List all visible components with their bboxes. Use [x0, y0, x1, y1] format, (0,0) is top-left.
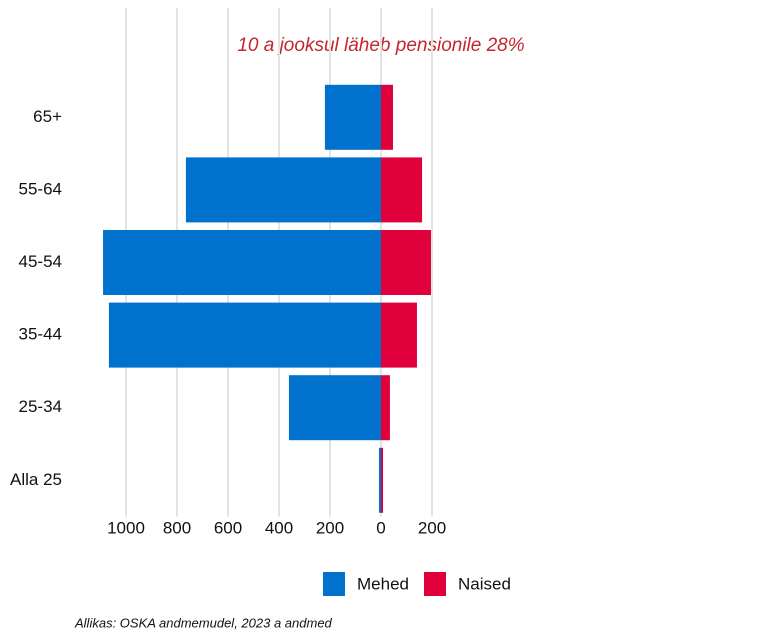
y-tick-label: 35-44 [19, 325, 62, 344]
bar [381, 157, 423, 223]
y-tick-label: 45-54 [19, 252, 62, 271]
x-tick-label: 600 [214, 518, 242, 537]
x-tick-label: 400 [265, 518, 293, 537]
x-tick-label: 200 [316, 518, 344, 537]
x-tick-label: 800 [163, 518, 191, 537]
legend-swatch [323, 572, 345, 596]
legend-swatch [424, 572, 446, 596]
bar [108, 302, 381, 368]
bar [103, 230, 382, 295]
source-note: Allikas: OSKA andmemudel, 2023 a andmed [74, 615, 333, 630]
bar [378, 447, 381, 513]
bar [288, 375, 381, 441]
legend-label: Mehed [357, 574, 409, 593]
x-tick-label: 0 [376, 518, 385, 537]
bar [324, 84, 381, 150]
bar [185, 157, 381, 223]
y-tick-label: 55-64 [19, 179, 62, 198]
legend-label: Naised [458, 574, 511, 593]
bar [381, 84, 393, 150]
y-tick-label: 25-34 [19, 397, 62, 416]
y-tick-label: Alla 25 [10, 470, 62, 489]
x-tick-label: 200 [418, 518, 446, 537]
bar [381, 230, 431, 295]
x-tick-label: 1000 [107, 518, 145, 537]
bar [381, 447, 384, 513]
bar [381, 375, 390, 441]
bar [381, 302, 417, 368]
y-tick-label: 65+ [33, 107, 62, 126]
